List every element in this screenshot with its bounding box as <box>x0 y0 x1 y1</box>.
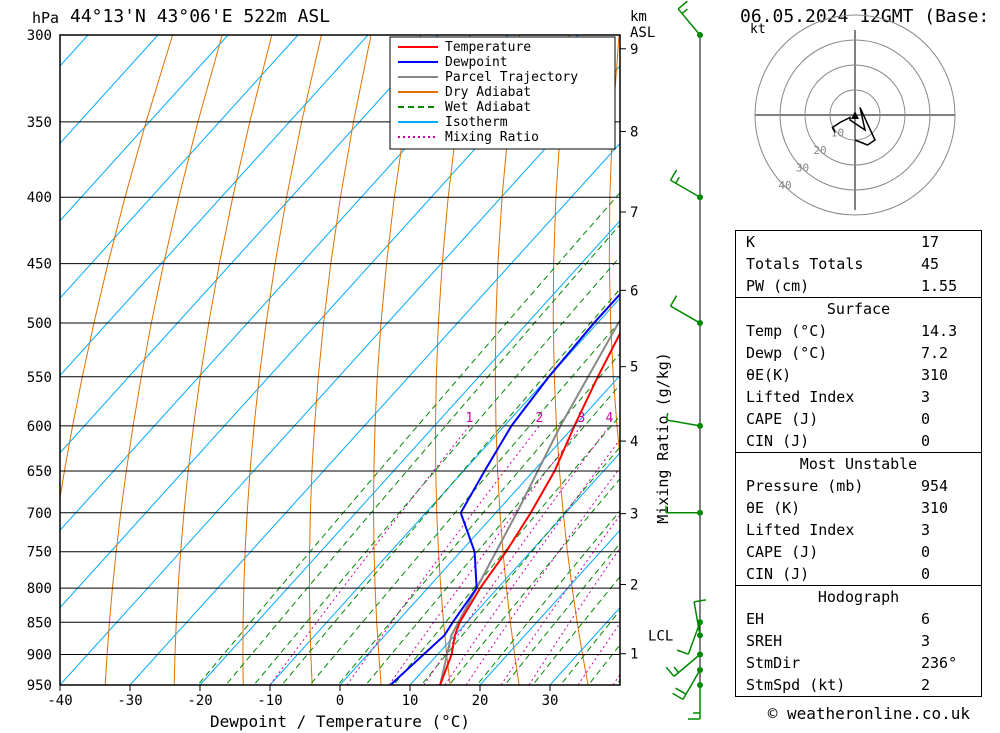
svg-text:10: 10 <box>402 693 419 709</box>
svg-text:44°13'N 43°06'E 522m ASL: 44°13'N 43°06'E 522m ASL <box>70 6 330 27</box>
svg-text:30: 30 <box>796 162 809 175</box>
sfc-cape-label: CAPE (J) <box>746 410 921 428</box>
k-value: 17 <box>921 233 971 251</box>
svg-text:2: 2 <box>536 411 544 426</box>
svg-text:1: 1 <box>630 647 638 663</box>
svg-text:Temperature: Temperature <box>445 40 531 55</box>
svg-text:Isotherm: Isotherm <box>445 115 508 130</box>
svg-text:km: km <box>630 9 647 25</box>
stmdir-label: StmDir <box>746 654 921 672</box>
mu-thetae-label: θE (K) <box>746 499 921 517</box>
svg-text:40: 40 <box>778 179 791 192</box>
svg-text:950: 950 <box>27 678 52 694</box>
stmdir-value: 236° <box>921 654 971 672</box>
svg-text:Mixing Ratio: Mixing Ratio <box>445 130 539 145</box>
svg-text:6: 6 <box>630 283 638 299</box>
copyright: © weatheronline.co.uk <box>768 704 970 723</box>
svg-text:Wet Adiabat: Wet Adiabat <box>445 100 531 115</box>
svg-text:Dry Adiabat: Dry Adiabat <box>445 85 531 100</box>
svg-text:3: 3 <box>630 507 638 523</box>
svg-text:500: 500 <box>27 316 52 332</box>
tt-label: Totals Totals <box>746 255 921 273</box>
svg-text:7: 7 <box>630 205 638 221</box>
svg-text:8: 8 <box>630 125 638 141</box>
sfc-temp-value: 14.3 <box>921 322 971 340</box>
svg-text:650: 650 <box>27 464 52 480</box>
svg-text:450: 450 <box>27 257 52 273</box>
sfc-cape-value: 0 <box>921 410 971 428</box>
svg-text:9: 9 <box>630 42 638 58</box>
sfc-dewp-label: Dewp (°C) <box>746 344 921 362</box>
page: 1234568101520259509008508007507006506005… <box>0 0 1000 733</box>
sfc-li-label: Lifted Index <box>746 388 921 406</box>
sfc-temp-label: Temp (°C) <box>746 322 921 340</box>
pw-value: 1.55 <box>921 277 971 295</box>
mu-cape-value: 0 <box>921 543 971 561</box>
svg-text:kt: kt <box>750 22 766 37</box>
svg-text:-30: -30 <box>117 693 142 709</box>
svg-text:300: 300 <box>27 28 52 44</box>
sfc-dewp-value: 7.2 <box>921 344 971 362</box>
sfc-li-value: 3 <box>921 388 971 406</box>
eh-label: EH <box>746 610 921 628</box>
mu-pres-label: Pressure (mb) <box>746 477 921 495</box>
svg-text:hPa: hPa <box>32 9 59 27</box>
svg-text:-10: -10 <box>257 693 282 709</box>
svg-text:750: 750 <box>27 545 52 561</box>
svg-text:600: 600 <box>27 419 52 435</box>
svg-text:800: 800 <box>27 581 52 597</box>
svg-text:Parcel Trajectory: Parcel Trajectory <box>445 70 578 85</box>
sfc-cin-value: 0 <box>921 432 971 450</box>
sreh-label: SREH <box>746 632 921 650</box>
hodo-header: Hodograph <box>736 585 981 608</box>
svg-text:ASL: ASL <box>630 25 655 41</box>
svg-text:-40: -40 <box>47 693 72 709</box>
svg-text:850: 850 <box>27 615 52 631</box>
mu-pres-value: 954 <box>921 477 971 495</box>
svg-text:20: 20 <box>813 144 826 157</box>
mu-cin-label: CIN (J) <box>746 565 921 583</box>
mu-li-label: Lifted Index <box>746 521 921 539</box>
svg-text:Dewpoint / Temperature (°C): Dewpoint / Temperature (°C) <box>210 712 470 731</box>
mu-header: Most Unstable <box>736 452 981 475</box>
stmspd-value: 2 <box>921 676 971 694</box>
mu-li-value: 3 <box>921 521 971 539</box>
svg-text:700: 700 <box>27 506 52 522</box>
stmspd-label: StmSpd (kt) <box>746 676 921 694</box>
mu-cape-label: CAPE (J) <box>746 543 921 561</box>
svg-text:20: 20 <box>472 693 489 709</box>
sfc-thetae-label: θE(K) <box>746 366 921 384</box>
sfc-cin-label: CIN (J) <box>746 432 921 450</box>
pw-label: PW (cm) <box>746 277 921 295</box>
svg-text:4: 4 <box>630 434 638 450</box>
surface-header: Surface <box>736 297 981 320</box>
svg-text:Dewpoint: Dewpoint <box>445 55 508 70</box>
eh-value: 6 <box>921 610 971 628</box>
tt-value: 45 <box>921 255 971 273</box>
svg-text:900: 900 <box>27 648 52 664</box>
svg-text:Mixing Ratio (g/kg): Mixing Ratio (g/kg) <box>654 352 672 524</box>
svg-text:400: 400 <box>27 190 52 206</box>
sreh-value: 3 <box>921 632 971 650</box>
k-label: K <box>746 233 921 251</box>
svg-text:LCL: LCL <box>648 628 673 644</box>
indices-table: K17 Totals Totals45 PW (cm)1.55 Surface … <box>735 230 982 697</box>
svg-text:30: 30 <box>542 693 559 709</box>
svg-text:-20: -20 <box>187 693 212 709</box>
svg-text:4: 4 <box>606 411 614 426</box>
svg-text:5: 5 <box>627 411 635 426</box>
svg-text:5: 5 <box>630 360 638 376</box>
sfc-thetae-value: 310 <box>921 366 971 384</box>
svg-text:2: 2 <box>630 578 638 594</box>
mu-thetae-value: 310 <box>921 499 971 517</box>
mu-cin-value: 0 <box>921 565 971 583</box>
svg-text:0: 0 <box>336 693 344 709</box>
svg-text:550: 550 <box>27 370 52 386</box>
svg-text:1: 1 <box>466 411 474 426</box>
svg-text:350: 350 <box>27 115 52 131</box>
